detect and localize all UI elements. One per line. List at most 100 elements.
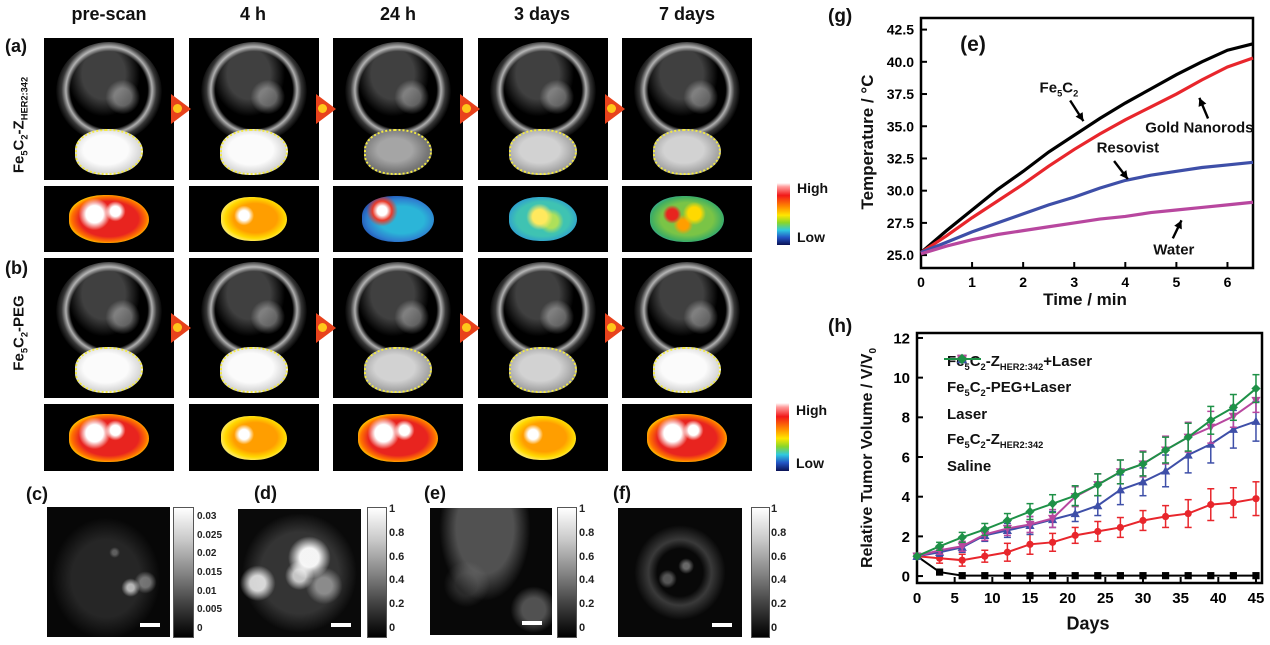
tumor-outline (219, 347, 288, 393)
heatmap-image-a-3 (477, 186, 608, 252)
svg-text:3: 3 (1070, 274, 1078, 290)
colorbar-rainbow-a (777, 183, 790, 245)
legend-item: Fe5C2-ZHER2:342 (943, 354, 1092, 452)
mri-image-b-0 (44, 258, 174, 398)
svg-text:20: 20 (1059, 590, 1076, 607)
colorbar-tick-label: 0.2 (389, 598, 405, 611)
arrow-right-icon (602, 313, 628, 343)
svg-text:6: 6 (902, 449, 910, 466)
heatmap-blob (647, 413, 727, 462)
colorbar-tick-label: 1 (579, 503, 586, 515)
colorbar-tick-label: 0.8 (771, 526, 787, 539)
tumor-outline (508, 347, 577, 393)
panel-d-colorbar-ticks: 1 0.8 0.6 0.4 0.2 0 (389, 504, 404, 634)
svg-text:42.5: 42.5 (887, 22, 914, 38)
legend-label: Fe5C2-PEG+Laser (947, 379, 1072, 398)
arrow-right-icon (168, 94, 194, 124)
colorbar-tick-label: 0.2 (579, 598, 595, 611)
panel-e-colorbar-ticks: 1 0.8 0.6 0.4 0.2 0 (579, 504, 594, 634)
tumor-outline (364, 129, 432, 175)
svg-text:35: 35 (1172, 590, 1189, 607)
colorbar-tick-label: 0.6 (389, 550, 405, 563)
colorbar-a-low-label: Low (797, 229, 825, 245)
colorbar-b-high-label: High (796, 402, 828, 418)
scale-bar (712, 623, 732, 627)
colorbar-tick-label: 0.4 (579, 574, 595, 587)
svg-text:30: 30 (1135, 590, 1152, 607)
panel-c-colorbar (173, 507, 194, 638)
mouse-body-outline (489, 262, 596, 362)
mri-image-b-2 (333, 258, 463, 398)
panel-e-colorbar (557, 507, 577, 638)
colorbar-tick-label: 0.6 (579, 550, 595, 563)
heatmap-blob (509, 415, 576, 460)
tumor-volume-chart-canvas: 0 5 10 15 20 25 30 35 40 45 0 2 4 6 8 10 12 (893, 330, 1265, 607)
heatmap-image-b-0 (44, 404, 174, 471)
chart-annotation: Gold Nanorods (1145, 119, 1254, 137)
scale-bar (140, 623, 160, 627)
colorbar-a-high-label: High (797, 180, 829, 196)
svg-text:0: 0 (913, 590, 921, 607)
tumor-outline (653, 129, 721, 175)
colorbar-tick-label: 0 (771, 621, 778, 634)
tumor-outline (75, 129, 143, 175)
heatmap-blob (362, 196, 434, 242)
chart-annotation: Fe5C2 (1039, 79, 1079, 99)
heatmap-image-b-4 (622, 404, 752, 471)
panel-f-image (618, 508, 742, 637)
mri-image-b-3 (477, 258, 608, 398)
heatmap-blob (220, 197, 287, 241)
mri-panels-host (0, 0, 830, 485)
svg-text:1: 1 (968, 274, 976, 290)
mouse-body-outline (489, 42, 596, 142)
colorbar-tick-label: 0.005 (197, 604, 223, 616)
panel-d-colorbar (367, 507, 387, 638)
svg-text:35.0: 35.0 (887, 118, 914, 134)
tumor-outline (508, 129, 577, 175)
mri-image-b-1 (188, 258, 319, 398)
svg-text:32.5: 32.5 (887, 151, 914, 167)
panel-d-label: (d) (254, 483, 277, 503)
arrow-right-icon (602, 94, 628, 124)
mouse-body-outline (56, 262, 162, 362)
tumor-outline (75, 347, 143, 393)
arrow-right-icon (168, 313, 194, 343)
svg-text:45: 45 (1248, 590, 1265, 607)
panel-f-colorbar (751, 507, 770, 638)
panel-c-colorbar-ticks: 0.03 0.025 0.02 0.015 0.01 0.005 0 (197, 512, 222, 634)
legend-marker-icon (944, 353, 981, 365)
panel-b-label: (b) (5, 258, 28, 278)
legend-item: Laser (943, 353, 1092, 426)
svg-text:8: 8 (902, 410, 910, 427)
heatmap-blob (69, 413, 149, 462)
heatmap-blob (650, 196, 724, 242)
colorbar-b-low-label: Low (796, 455, 824, 471)
mouse-body-outline (200, 262, 307, 362)
svg-text:5: 5 (1172, 274, 1180, 290)
chart-g-y-axis-label: Temperature / °C (858, 74, 877, 210)
svg-text:4: 4 (1121, 274, 1129, 290)
svg-text:2: 2 (902, 529, 910, 546)
legend-label: Laser (947, 406, 988, 423)
timepoint-header-prescan: pre-scan (71, 4, 147, 24)
svg-text:6: 6 (1224, 274, 1232, 290)
heatmap-image-b-1 (188, 404, 319, 471)
svg-text:37.5: 37.5 (887, 86, 914, 102)
arrow-right-icon (313, 313, 339, 343)
timepoint-header-4h: 4 h (239, 4, 266, 24)
tumor-volume-chart: 0 5 10 15 20 25 30 35 40 45 0 2 4 6 8 10 12 Fe5C2-ZHER2:… (845, 315, 1270, 645)
heatmap-image-b-3 (477, 404, 608, 471)
colorbar-tick-label: 0.2 (771, 598, 787, 611)
colorbar-tick-label: 0.8 (579, 526, 595, 539)
panel-f-colorbar-ticks: 1 0.8 0.6 0.4 0.2 0 (771, 504, 786, 634)
panel-e-label: (e) (424, 483, 446, 503)
mouse-body-outline (345, 262, 451, 362)
heatmap-blob (69, 195, 149, 243)
mri-image-a-2 (333, 38, 463, 180)
heatmap-blob (508, 197, 577, 241)
scale-bar (331, 623, 351, 627)
colorbar-tick-label: 1 (389, 503, 396, 515)
colorbar-tick-label: 0.4 (389, 574, 405, 587)
arrow-right-icon (457, 313, 483, 343)
